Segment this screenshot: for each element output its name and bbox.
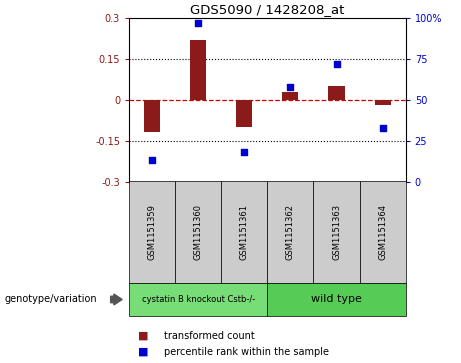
Text: wild type: wild type: [311, 294, 362, 305]
Point: [241, 149, 248, 155]
Text: GSM1151362: GSM1151362: [286, 204, 295, 260]
Point: [379, 125, 386, 131]
Bar: [190, 40, 207, 100]
Bar: [144, 100, 160, 132]
Text: ■: ■: [138, 331, 149, 341]
Text: GSM1151359: GSM1151359: [148, 204, 157, 260]
Bar: [282, 92, 299, 100]
Text: GSM1151364: GSM1151364: [378, 204, 387, 260]
Text: GSM1151361: GSM1151361: [240, 204, 249, 260]
Point: [148, 158, 156, 163]
Bar: [374, 100, 390, 105]
Text: ■: ■: [138, 347, 149, 357]
Text: GSM1151363: GSM1151363: [332, 204, 341, 260]
Text: cystatin B knockout Cstb-/-: cystatin B knockout Cstb-/-: [142, 295, 255, 304]
Title: GDS5090 / 1428208_at: GDS5090 / 1428208_at: [190, 3, 344, 16]
Point: [333, 61, 340, 67]
Point: [195, 20, 202, 26]
Text: GSM1151360: GSM1151360: [194, 204, 203, 260]
Bar: [328, 86, 345, 100]
Bar: [236, 100, 253, 127]
Point: [287, 84, 294, 90]
Text: transformed count: transformed count: [164, 331, 254, 341]
Text: percentile rank within the sample: percentile rank within the sample: [164, 347, 329, 357]
Text: genotype/variation: genotype/variation: [5, 294, 97, 305]
